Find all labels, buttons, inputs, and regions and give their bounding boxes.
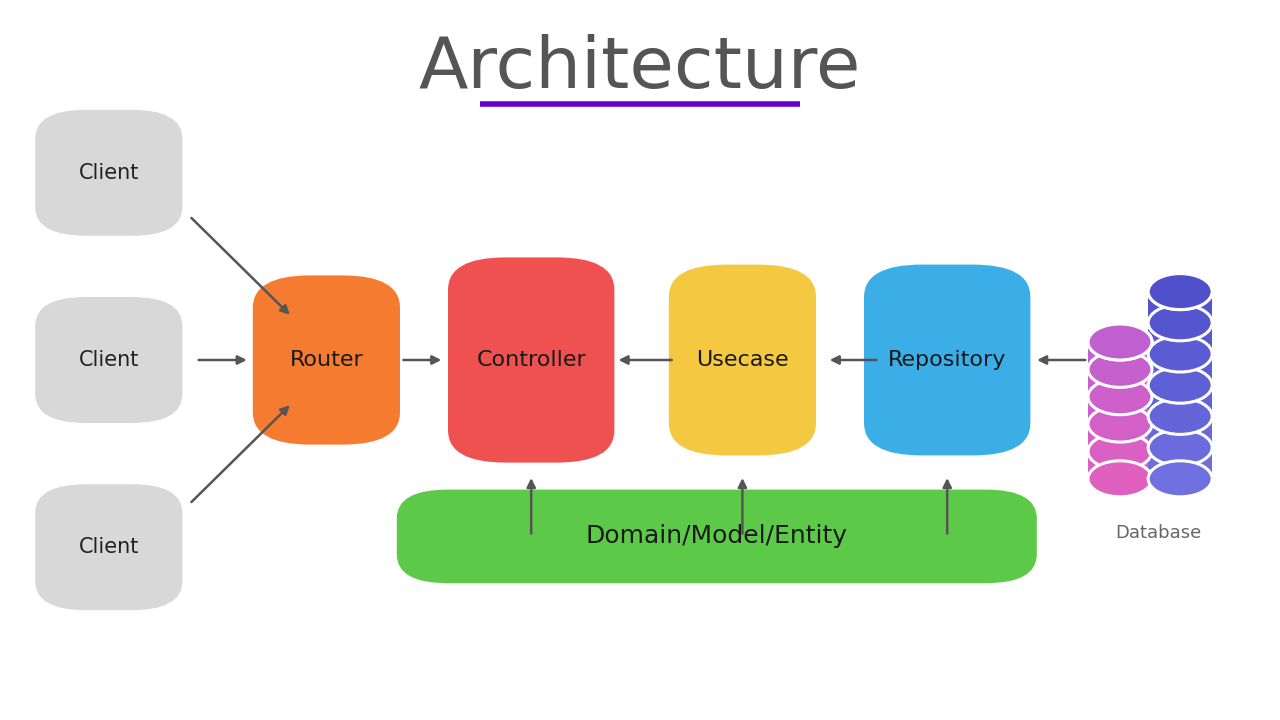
- Bar: [1088, 424, 1152, 451]
- Bar: [1148, 323, 1212, 354]
- Ellipse shape: [1088, 433, 1152, 469]
- Text: Controller: Controller: [476, 350, 586, 370]
- Ellipse shape: [1088, 324, 1152, 360]
- Bar: [1148, 416, 1212, 448]
- Ellipse shape: [1148, 336, 1212, 372]
- Text: Client: Client: [78, 537, 140, 557]
- Ellipse shape: [1148, 430, 1212, 466]
- Ellipse shape: [1088, 406, 1152, 442]
- FancyBboxPatch shape: [253, 276, 399, 444]
- Bar: [1148, 292, 1212, 323]
- Bar: [1148, 385, 1212, 416]
- Ellipse shape: [1088, 351, 1152, 387]
- FancyBboxPatch shape: [36, 484, 183, 611]
- Ellipse shape: [1088, 324, 1152, 360]
- FancyBboxPatch shape: [36, 110, 183, 236]
- FancyBboxPatch shape: [668, 265, 817, 456]
- FancyBboxPatch shape: [397, 490, 1037, 583]
- Bar: [1088, 369, 1152, 397]
- Ellipse shape: [1088, 379, 1152, 415]
- Text: Usecase: Usecase: [696, 350, 788, 370]
- Text: Client: Client: [78, 350, 140, 370]
- Bar: [1148, 354, 1212, 385]
- FancyBboxPatch shape: [448, 258, 614, 463]
- Bar: [1088, 451, 1152, 479]
- Text: Architecture: Architecture: [419, 34, 861, 103]
- Text: Repository: Repository: [888, 350, 1006, 370]
- FancyBboxPatch shape: [36, 297, 183, 423]
- FancyBboxPatch shape: [864, 265, 1030, 456]
- Text: Router: Router: [289, 350, 364, 370]
- Ellipse shape: [1148, 398, 1212, 434]
- Bar: [1088, 342, 1152, 369]
- Ellipse shape: [1148, 461, 1212, 497]
- Ellipse shape: [1148, 367, 1212, 403]
- Ellipse shape: [1148, 305, 1212, 341]
- Ellipse shape: [1148, 274, 1212, 310]
- Text: Client: Client: [78, 163, 140, 183]
- Bar: [1148, 448, 1212, 479]
- Ellipse shape: [1088, 461, 1152, 497]
- Bar: [1088, 397, 1152, 424]
- Text: Database: Database: [1115, 524, 1202, 541]
- Text: Domain/Model/Entity: Domain/Model/Entity: [586, 524, 847, 549]
- Ellipse shape: [1148, 274, 1212, 310]
